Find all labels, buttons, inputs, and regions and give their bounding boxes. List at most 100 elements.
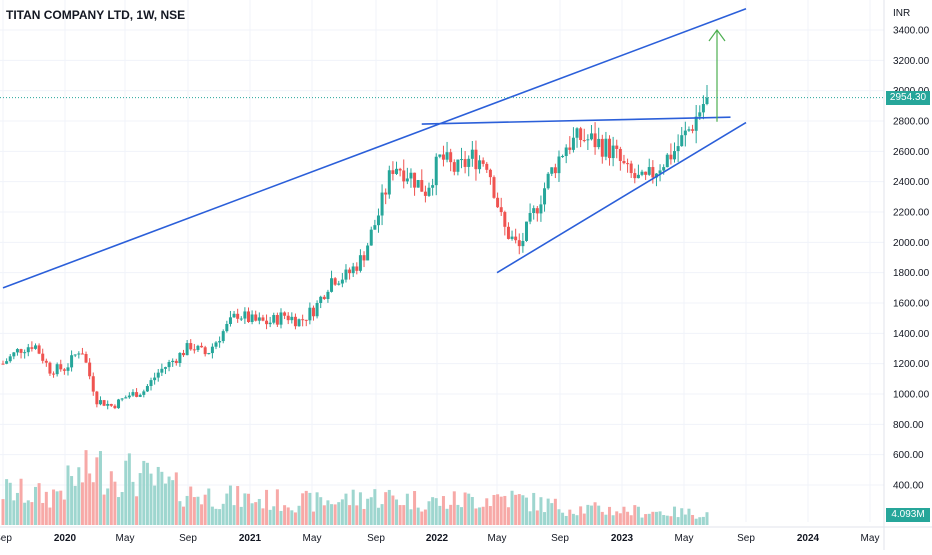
volume-bar: [636, 506, 640, 525]
candle-body: [178, 352, 182, 363]
y-tick-label: 400.00: [893, 481, 924, 492]
candle-body: [496, 197, 500, 208]
candle-body: [70, 355, 74, 368]
volume-bar: [395, 499, 399, 525]
x-tick-label: May: [675, 533, 694, 544]
candle-body: [117, 399, 121, 409]
volume-bar: [557, 509, 561, 525]
volume-bar: [355, 505, 359, 525]
volume-bar: [387, 489, 391, 525]
candle-body: [615, 145, 619, 149]
volume-bar: [568, 509, 572, 525]
candle-body: [185, 343, 189, 356]
candle-body: [366, 245, 370, 261]
candle-body: [174, 360, 178, 363]
volume-bar: [456, 504, 460, 525]
volume-bar: [582, 513, 586, 525]
volume-bar: [503, 495, 507, 525]
volume-bar: [362, 508, 366, 525]
volume-bar: [474, 508, 478, 525]
volume-bar: [705, 512, 709, 525]
candle-body: [33, 345, 37, 349]
annotations: [0, 8, 884, 289]
volume-bar: [221, 503, 225, 525]
candle-body: [395, 168, 399, 174]
volume-bar: [333, 504, 337, 525]
rising-support-line: [496, 121, 747, 274]
candle-body: [344, 269, 348, 280]
candle-body: [568, 147, 572, 150]
volume-bar: [290, 510, 294, 525]
volume-bar: [405, 493, 409, 525]
volume-bar: [275, 489, 279, 525]
candle-body: [600, 138, 604, 157]
volume-bar: [369, 497, 373, 525]
volume-bar: [402, 505, 406, 525]
candle-body: [611, 145, 615, 159]
candle-body: [12, 352, 16, 357]
volume-bar: [499, 496, 503, 525]
candle-body: [651, 167, 655, 178]
volume-bar: [26, 500, 30, 525]
candle-body: [647, 167, 651, 175]
volume-bar: [376, 507, 380, 525]
volume-bar: [88, 473, 92, 525]
volume-bar: [44, 491, 48, 525]
y-tick-label: 2800.00: [893, 117, 930, 128]
candle-body: [550, 167, 554, 174]
candle-body: [142, 391, 146, 395]
volume-bar: [77, 467, 81, 525]
volume-bar: [337, 502, 341, 525]
candle-body: [52, 373, 56, 375]
volume-bar: [575, 515, 579, 525]
volume-bar: [272, 506, 276, 525]
volume-bar: [452, 491, 456, 525]
candle-body: [539, 204, 543, 214]
volume-bar: [239, 506, 243, 525]
volume-bar: [138, 473, 142, 525]
candle-body: [683, 130, 687, 136]
volume-bar: [113, 481, 117, 525]
volume-bar: [615, 511, 619, 525]
y-tick-label: 1600.00: [893, 299, 930, 310]
candle-body: [163, 367, 167, 369]
candle-body: [503, 212, 507, 227]
candle-body: [431, 185, 435, 188]
candle-body: [402, 170, 406, 182]
volume-bar: [243, 493, 247, 525]
volume-bar: [106, 488, 110, 525]
candle-body: [492, 177, 496, 198]
y-tick-label: 2200.00: [893, 208, 930, 219]
volume-bar: [185, 495, 189, 525]
y-axis: 400.00 600.00 800.00 1000.00 1200.00 1400.00 1…: [883, 0, 930, 550]
volume-bar: [571, 513, 575, 525]
volume-bar: [200, 504, 204, 525]
candle-body: [427, 187, 431, 196]
x-tick-label: Sep: [737, 533, 755, 544]
volume-bar: [604, 514, 608, 525]
volume-bar: [467, 493, 471, 525]
volume-bar: [528, 511, 532, 525]
candle-body: [510, 236, 514, 239]
candle-body: [633, 173, 637, 179]
candle-body: [113, 405, 117, 409]
volume-bar: [37, 483, 41, 525]
volume-bar: [5, 479, 9, 525]
candle-body: [15, 349, 19, 353]
volume-bar: [167, 476, 171, 525]
candle-body: [290, 316, 294, 321]
volume-bar: [380, 504, 384, 525]
volume-bar: [15, 492, 19, 525]
volume-bar: [524, 497, 528, 525]
candle-body: [358, 255, 362, 271]
y-tick-label: 2400.00: [893, 177, 930, 188]
candle-body: [26, 347, 30, 353]
candle-body: [705, 97, 709, 105]
candle-body: [153, 377, 157, 381]
volume-bar: [481, 506, 485, 525]
target-arrow-head: [708, 28, 726, 42]
candle-body: [261, 317, 265, 321]
candle-body: [127, 395, 131, 398]
